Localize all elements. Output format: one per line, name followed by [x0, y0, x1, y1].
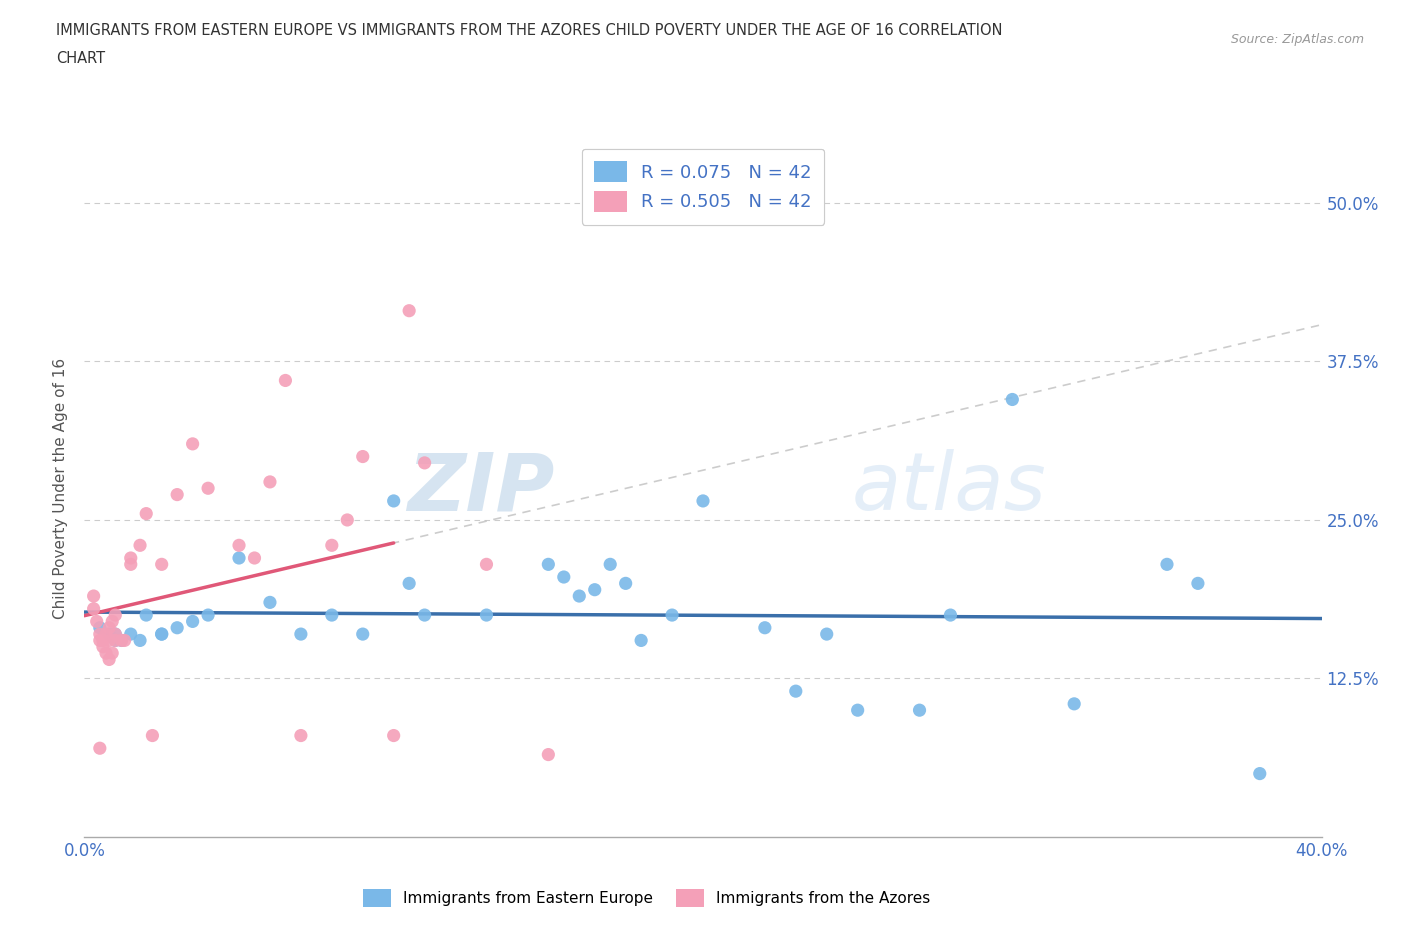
- Point: [398, 303, 420, 318]
- Point: [166, 620, 188, 635]
- Point: [290, 627, 312, 642]
- Point: [150, 627, 173, 642]
- Point: [939, 607, 962, 622]
- Point: [166, 487, 188, 502]
- Point: [290, 728, 312, 743]
- Point: [1156, 557, 1178, 572]
- Point: [352, 449, 374, 464]
- Point: [754, 620, 776, 635]
- Point: [243, 551, 266, 565]
- Point: [91, 633, 114, 648]
- Point: [1249, 766, 1271, 781]
- Point: [110, 633, 132, 648]
- Point: [382, 494, 405, 509]
- Point: [274, 373, 297, 388]
- Point: [98, 652, 121, 667]
- Point: [101, 645, 124, 660]
- Text: ZIP: ZIP: [408, 449, 554, 527]
- Point: [89, 741, 111, 756]
- Point: [94, 645, 117, 660]
- Text: CHART: CHART: [56, 51, 105, 66]
- Point: [150, 557, 173, 572]
- Point: [104, 633, 127, 648]
- Point: [537, 747, 560, 762]
- Point: [91, 639, 114, 654]
- Point: [114, 633, 136, 648]
- Point: [815, 627, 838, 642]
- Point: [846, 703, 869, 718]
- Point: [101, 614, 124, 629]
- Point: [181, 436, 204, 451]
- Point: [120, 557, 142, 572]
- Point: [321, 538, 343, 552]
- Point: [908, 703, 931, 718]
- Point: [104, 607, 127, 622]
- Point: [228, 551, 250, 565]
- Point: [568, 589, 591, 604]
- Point: [661, 607, 683, 622]
- Point: [89, 627, 111, 642]
- Y-axis label: Child Poverty Under the Age of 16: Child Poverty Under the Age of 16: [53, 358, 69, 618]
- Point: [228, 538, 250, 552]
- Point: [135, 506, 157, 521]
- Point: [413, 456, 436, 471]
- Point: [94, 627, 117, 642]
- Legend: R = 0.075   N = 42, R = 0.505   N = 42: R = 0.075 N = 42, R = 0.505 N = 42: [582, 149, 824, 224]
- Point: [259, 595, 281, 610]
- Text: atlas: atlas: [852, 449, 1046, 527]
- Point: [104, 627, 127, 642]
- Point: [120, 551, 142, 565]
- Text: IMMIGRANTS FROM EASTERN EUROPE VS IMMIGRANTS FROM THE AZORES CHILD POVERTY UNDER: IMMIGRANTS FROM EASTERN EUROPE VS IMMIGR…: [56, 23, 1002, 38]
- Point: [141, 728, 163, 743]
- Point: [86, 614, 108, 629]
- Point: [475, 607, 498, 622]
- Point: [785, 684, 807, 698]
- Point: [104, 633, 127, 648]
- Point: [352, 627, 374, 642]
- Point: [475, 557, 498, 572]
- Point: [110, 633, 132, 648]
- Point: [129, 633, 152, 648]
- Point: [129, 538, 152, 552]
- Point: [583, 582, 606, 597]
- Point: [83, 589, 105, 604]
- Point: [692, 494, 714, 509]
- Point: [630, 633, 652, 648]
- Point: [98, 627, 121, 642]
- Point: [321, 607, 343, 622]
- Legend: Immigrants from Eastern Europe, Immigrants from the Azores: Immigrants from Eastern Europe, Immigran…: [357, 884, 936, 913]
- Point: [336, 512, 359, 527]
- Point: [197, 607, 219, 622]
- Point: [398, 576, 420, 591]
- Point: [599, 557, 621, 572]
- Point: [120, 627, 142, 642]
- Point: [1001, 392, 1024, 407]
- Point: [150, 627, 173, 642]
- Point: [1063, 697, 1085, 711]
- Point: [382, 728, 405, 743]
- Point: [259, 474, 281, 489]
- Point: [553, 569, 575, 584]
- Point: [89, 633, 111, 648]
- Point: [83, 602, 105, 617]
- Point: [89, 620, 111, 635]
- Point: [197, 481, 219, 496]
- Point: [98, 620, 121, 635]
- Point: [614, 576, 637, 591]
- Text: Source: ZipAtlas.com: Source: ZipAtlas.com: [1230, 33, 1364, 46]
- Point: [1187, 576, 1209, 591]
- Point: [135, 607, 157, 622]
- Point: [181, 614, 204, 629]
- Point: [104, 627, 127, 642]
- Point: [98, 633, 121, 648]
- Point: [413, 607, 436, 622]
- Point: [537, 557, 560, 572]
